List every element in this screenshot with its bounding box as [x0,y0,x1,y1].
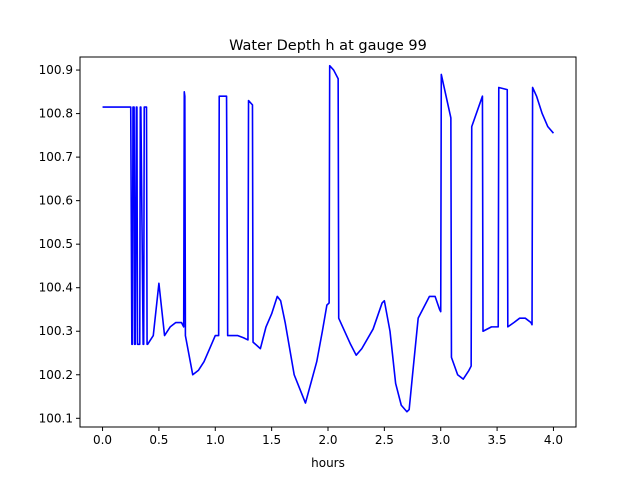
y-axis: 100.1 100.2 100.3 100.4 100.5 100.6 100.7 100.8… [39,63,80,425]
x-axis-title: hours [311,456,345,470]
x-tick-label: 3.5 [488,433,507,447]
series-line-0 [102,64,555,413]
x-tick-label: 0.0 [93,433,112,447]
y-tick-label: 100.9 [39,63,73,77]
x-tick-label: 3.0 [431,433,450,447]
chart-title: Water Depth h at gauge 99 [229,38,427,54]
x-tick-label: 2.5 [375,433,394,447]
y-tick-label: 100.7 [39,150,73,164]
y-tick-label: 100.6 [39,194,73,208]
x-tick-label: 1.5 [262,433,281,447]
y-tick-label: 100.8 [39,107,73,121]
x-tick-label: 4.0 [544,433,563,447]
x-tick-label: 1.0 [206,433,225,447]
y-tick-label: 100.2 [39,368,73,382]
y-tick-label: 100.1 [39,411,73,425]
x-tick-label: 2.0 [318,433,337,447]
y-tick-label: 100.5 [39,237,73,251]
x-tick-label: 0.5 [149,433,168,447]
y-tick-label: 100.3 [39,324,73,338]
y-tick-label: 100.4 [39,281,73,295]
x-axis: 0.0 0.5 1.0 1.5 2.0 2.5 3.0 3.5 4.0 [93,427,563,447]
